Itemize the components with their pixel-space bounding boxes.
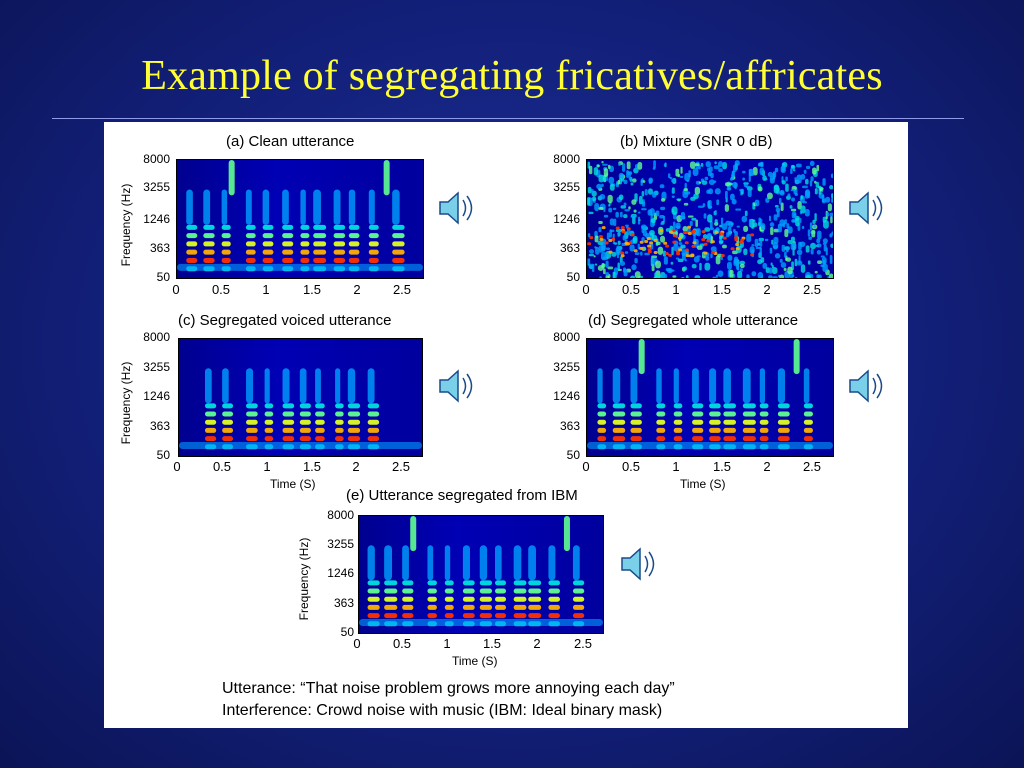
speaker-sound-icon[interactable]: [436, 366, 480, 406]
x-tick: 0: [582, 282, 590, 297]
y-tick: 50: [156, 448, 170, 462]
spectrogram-title: (e) Utterance segregated from IBM: [346, 487, 578, 504]
y-tick: 1246: [553, 212, 580, 226]
x-tick: 1: [263, 459, 271, 474]
x-tick: 0: [582, 459, 590, 474]
x-tick: 0.5: [212, 459, 232, 474]
x-tick: 2.5: [802, 459, 822, 474]
x-tick: 2.5: [391, 459, 411, 474]
x-tick: 1: [672, 459, 680, 474]
y-axis-label: Frequency (Hz): [297, 537, 311, 621]
y-tick: 3255: [143, 360, 170, 374]
x-tick: 0.5: [621, 459, 641, 474]
y-tick: 50: [340, 625, 354, 639]
y-tick: 1246: [553, 389, 580, 403]
x-tick: 2: [763, 282, 771, 297]
x-tick: 2: [533, 636, 541, 651]
y-tick: 363: [559, 419, 580, 433]
y-tick: 3255: [143, 180, 170, 194]
speaker-sound-icon[interactable]: [846, 188, 890, 228]
spectrogram-texture: [587, 160, 833, 278]
spectrogram-title: (b) Mixture (SNR 0 dB): [620, 133, 773, 150]
x-tick: 1: [443, 636, 451, 651]
y-tick: 50: [566, 448, 580, 462]
y-tick: 3255: [553, 180, 580, 194]
x-tick: 2.5: [573, 636, 593, 651]
x-axis-label: Time (S): [680, 477, 726, 491]
spectrogram-title: (c) Segregated voiced utterance: [178, 312, 392, 329]
caption-interference: Interference: Crowd noise with music (IB…: [222, 702, 663, 719]
x-tick: 1.5: [712, 459, 732, 474]
spectrogram-texture: [179, 368, 422, 450]
y-tick: 8000: [143, 330, 170, 344]
spectrogram-c: (c) Segregated voiced utterance Frequenc…: [104, 302, 434, 492]
y-tick: 3255: [327, 537, 354, 551]
x-tick: 0.5: [211, 282, 231, 297]
y-tick: 363: [333, 596, 354, 610]
caption: Utterance: “That noise problem grows mor…: [222, 678, 675, 722]
x-tick: 1.5: [302, 459, 322, 474]
spectrogram-plot: [358, 515, 604, 634]
spectrogram-plot: [178, 338, 423, 457]
y-tick: 363: [149, 241, 170, 255]
x-tick: 1: [262, 282, 270, 297]
spectrogram-plot: [176, 159, 424, 279]
x-tick: 0.5: [621, 282, 641, 297]
x-tick: 1.5: [712, 282, 732, 297]
x-axis-label: Time (S): [270, 477, 316, 491]
speaker-sound-icon[interactable]: [618, 544, 662, 584]
spectrogram-d: (d) Segregated whole utterance 8000 3255…: [514, 302, 844, 492]
y-tick: 8000: [553, 152, 580, 166]
spectrogram-texture: [359, 516, 603, 627]
x-tick: 2: [353, 282, 361, 297]
spectrogram-plot: [586, 338, 834, 457]
y-tick: 1246: [143, 212, 170, 226]
x-tick: 2.5: [392, 282, 412, 297]
title-rule: [52, 118, 964, 119]
x-tick: 0.5: [392, 636, 412, 651]
y-tick: 363: [559, 241, 580, 255]
spectrogram-plot: [586, 159, 834, 279]
y-tick: 1246: [327, 566, 354, 580]
spectrogram-a: (a) Clean utterance Frequency (Hz) 8000 …: [104, 122, 434, 302]
x-tick: 1: [672, 282, 680, 297]
x-tick: 1.5: [482, 636, 502, 651]
caption-utterance: Utterance: “That noise problem grows mor…: [222, 680, 675, 697]
x-axis-label: Time (S): [452, 654, 498, 668]
x-tick: 0: [173, 459, 181, 474]
y-tick: 1246: [143, 389, 170, 403]
spectrogram-texture: [177, 160, 423, 272]
x-tick: 2.5: [802, 282, 822, 297]
spectrogram-title: (d) Segregated whole utterance: [588, 312, 799, 329]
spectrogram-texture: [587, 339, 833, 450]
x-tick: 2: [763, 459, 771, 474]
y-tick: 8000: [143, 152, 170, 166]
speaker-sound-icon[interactable]: [846, 366, 890, 406]
figure-panel: (a) Clean utterance Frequency (Hz) 8000 …: [104, 122, 908, 728]
y-tick: 50: [156, 270, 170, 284]
y-tick: 8000: [327, 508, 354, 522]
spectrogram-title: (a) Clean utterance: [226, 133, 355, 150]
y-tick: 8000: [553, 330, 580, 344]
y-tick: 50: [566, 270, 580, 284]
y-tick: 3255: [553, 360, 580, 374]
speaker-sound-icon[interactable]: [436, 188, 480, 228]
spectrogram-b: (b) Mixture (SNR 0 dB) 8000 3255 1246 36…: [514, 122, 844, 302]
x-tick: 1.5: [302, 282, 322, 297]
slide-title: Example of segregating fricatives/affric…: [141, 53, 883, 99]
x-tick: 0: [172, 282, 180, 297]
y-tick: 363: [149, 419, 170, 433]
spectrogram-e: (e) Utterance segregated from IBM Freque…: [284, 482, 614, 672]
x-tick: 0: [353, 636, 361, 651]
x-tick: 2: [352, 459, 360, 474]
